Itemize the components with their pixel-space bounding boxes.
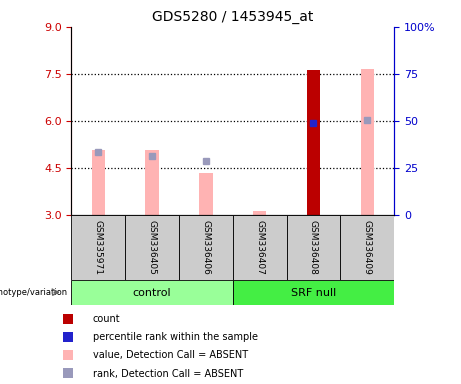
Bar: [125, 215, 179, 280]
Text: genotype/variation: genotype/variation: [0, 288, 67, 297]
Text: rank, Detection Call = ABSENT: rank, Detection Call = ABSENT: [93, 369, 243, 379]
Text: SRF null: SRF null: [291, 288, 336, 298]
Title: GDS5280 / 1453945_at: GDS5280 / 1453945_at: [152, 10, 313, 25]
Bar: [71, 280, 233, 305]
Text: value, Detection Call = ABSENT: value, Detection Call = ABSENT: [93, 350, 248, 360]
Bar: [71, 215, 125, 280]
Text: count: count: [93, 314, 120, 324]
Text: GSM336405: GSM336405: [148, 220, 157, 275]
Bar: [199, 173, 213, 215]
Bar: [63, 350, 73, 360]
Bar: [179, 215, 233, 280]
Bar: [287, 215, 340, 280]
Text: GSM336409: GSM336409: [363, 220, 372, 275]
Bar: [253, 211, 266, 215]
Bar: [63, 368, 73, 379]
Text: GSM335971: GSM335971: [94, 220, 103, 275]
Text: percentile rank within the sample: percentile rank within the sample: [93, 332, 258, 342]
Bar: [63, 314, 73, 324]
Bar: [63, 332, 73, 342]
Bar: [145, 150, 159, 215]
Text: GSM336406: GSM336406: [201, 220, 210, 275]
Bar: [340, 215, 394, 280]
Bar: [233, 280, 394, 305]
Text: GSM336407: GSM336407: [255, 220, 264, 275]
Bar: [233, 215, 287, 280]
Bar: [92, 150, 105, 215]
Bar: [307, 70, 320, 215]
Text: GSM336408: GSM336408: [309, 220, 318, 275]
Text: control: control: [133, 288, 171, 298]
Bar: [361, 69, 374, 215]
